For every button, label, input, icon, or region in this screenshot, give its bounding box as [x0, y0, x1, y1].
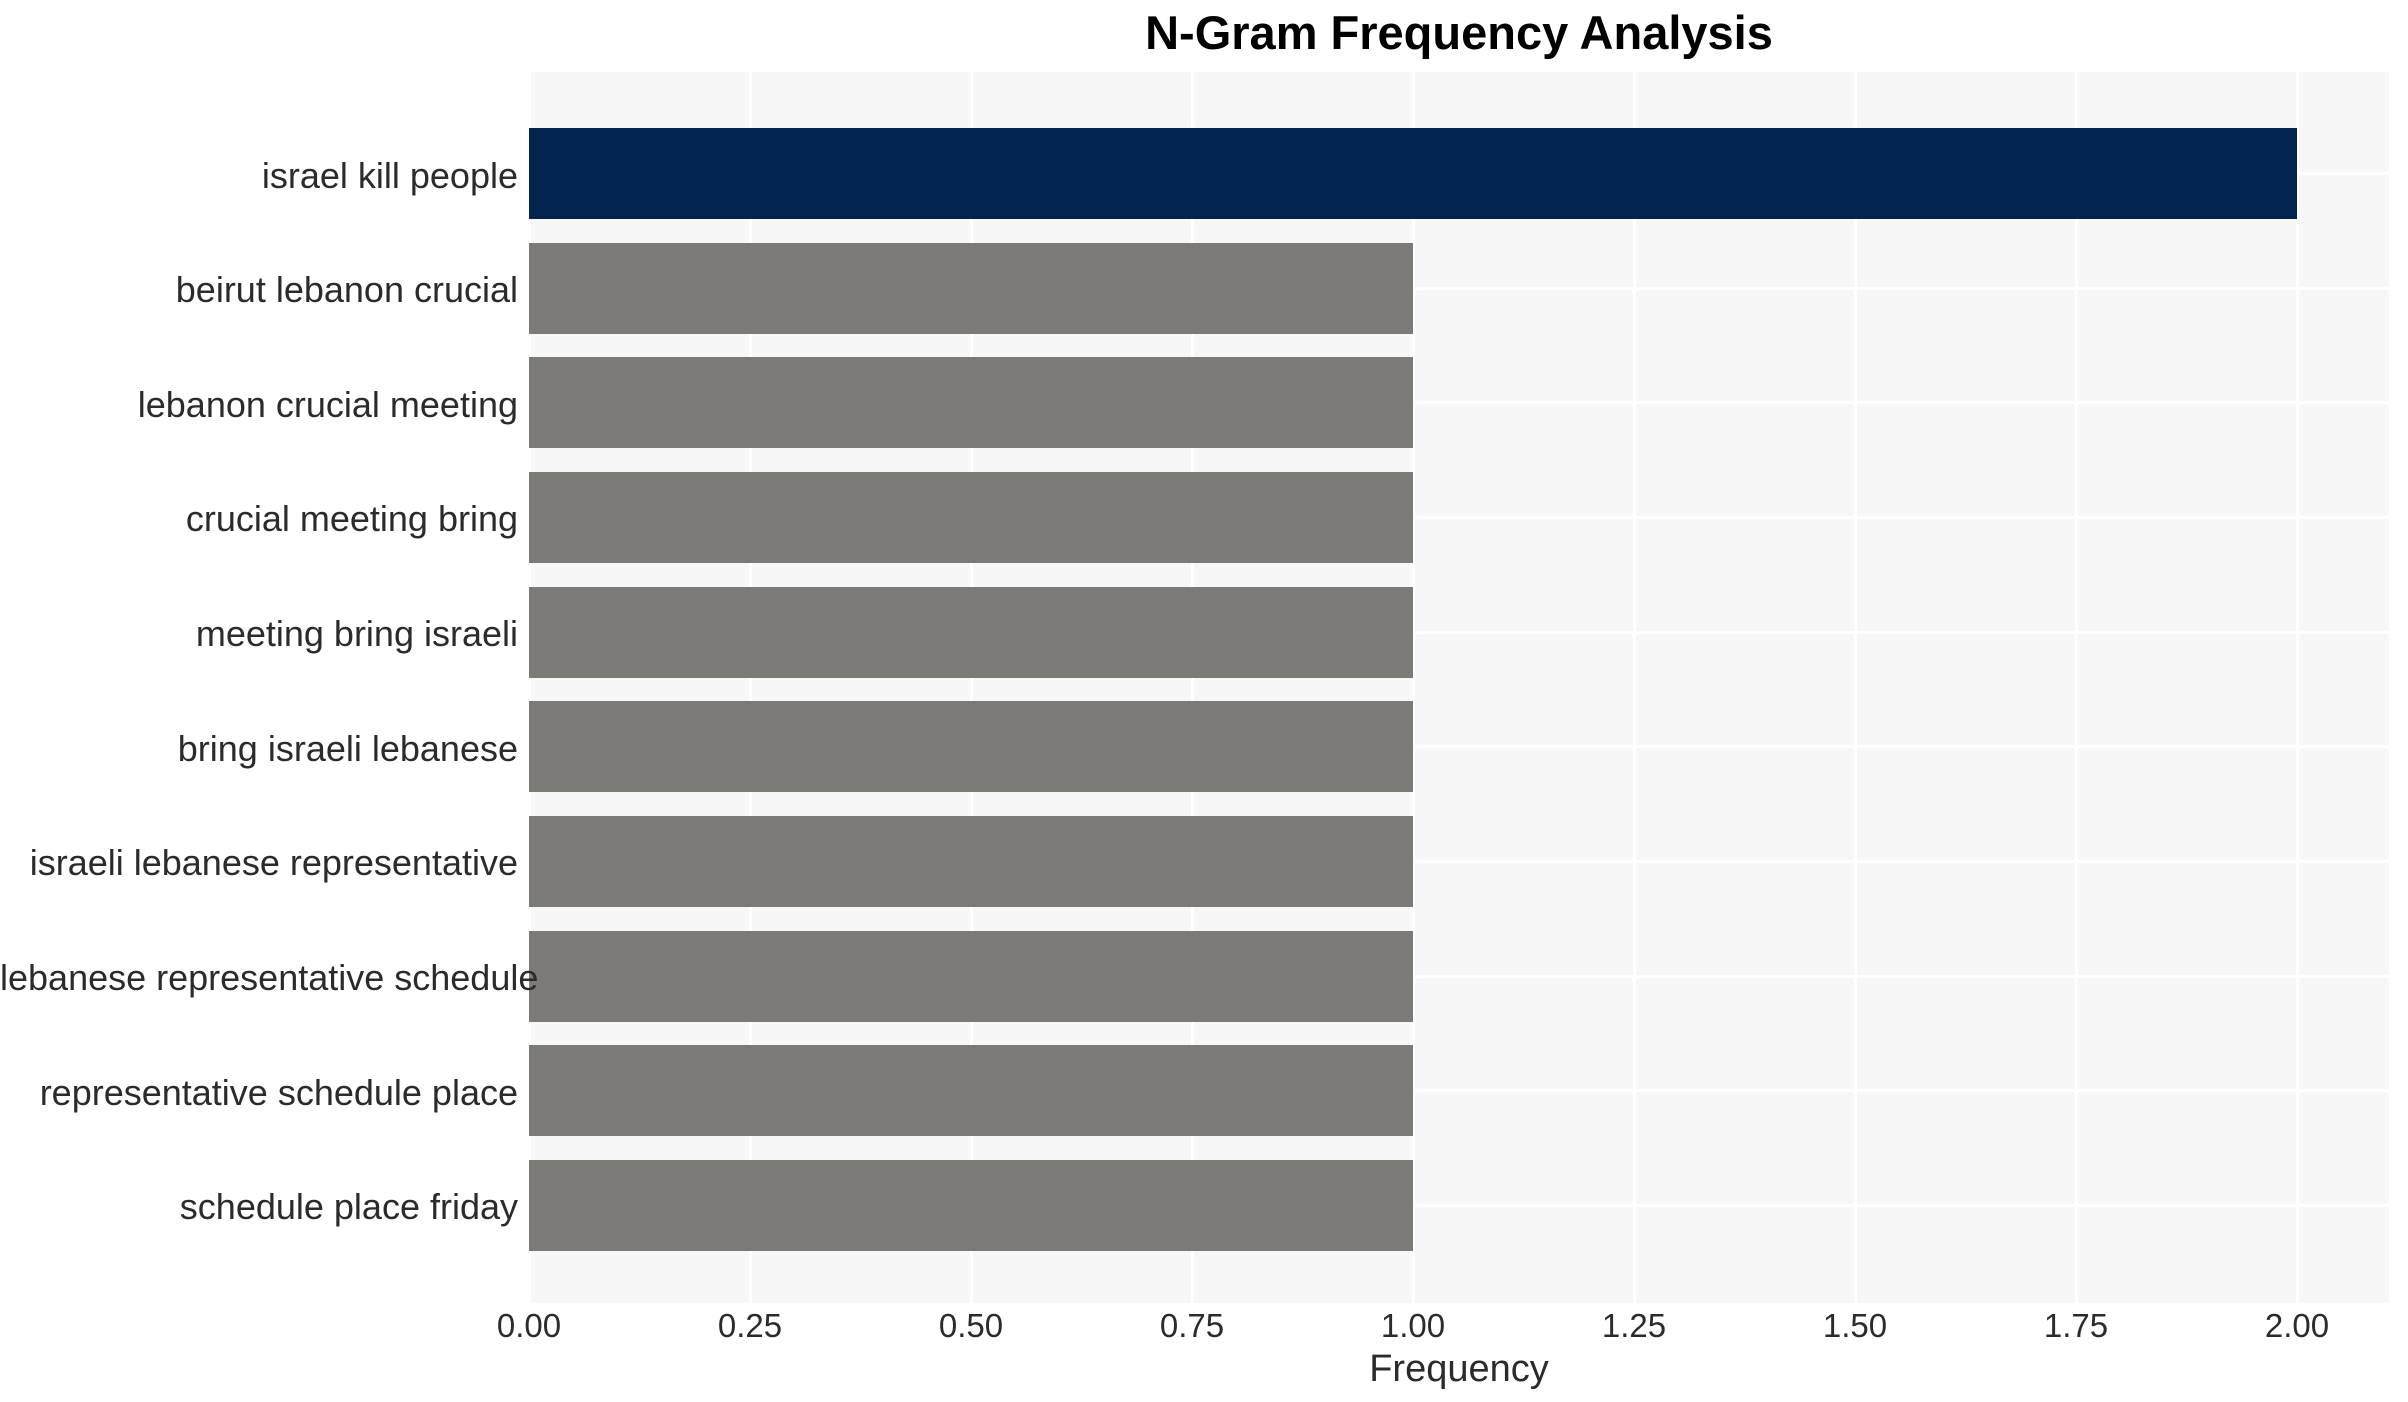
grid-line-vertical — [1632, 72, 1636, 1303]
plot-area — [527, 72, 2389, 1303]
x-tick-label: 0.00 — [496, 1307, 562, 1344]
bar-israeli-lebanese-representative — [529, 815, 1413, 907]
grid-line-horizontal — [529, 630, 2389, 634]
x-tick-label: 1.75 — [2043, 1307, 2109, 1344]
bar-beirut-lebanon-crucial — [529, 242, 1413, 334]
category-label: meeting bring israeli — [195, 613, 518, 655]
category-label: representative schedule place — [39, 1071, 518, 1113]
grid-line-vertical — [748, 72, 752, 1303]
grid-line-horizontal — [529, 974, 2389, 978]
grid-line-horizontal — [529, 1089, 2389, 1093]
category-label: lebanese representative schedule — [0, 957, 539, 999]
category-label: schedule place friday — [179, 1186, 518, 1228]
x-tick-label: 1.25 — [1601, 1307, 1667, 1344]
category-label: israel kill people — [261, 154, 518, 196]
bar-israel-kill-people — [529, 128, 2297, 219]
grid-line-horizontal — [529, 401, 2389, 405]
bar-bring-israeli-lebanese — [529, 701, 1413, 793]
x-tick-label: 2.00 — [2264, 1307, 2330, 1344]
bar-schedule-place-friday — [529, 1159, 1413, 1251]
category-label: israeli lebanese representative — [29, 842, 518, 884]
category-label: bring israeli lebanese — [177, 727, 518, 769]
bar-lebanese-representative-schedule — [529, 930, 1413, 1022]
x-tick-label: 0.50 — [938, 1307, 1004, 1344]
grid-line-vertical — [1853, 72, 1857, 1303]
x-tick-label: 1.00 — [1380, 1307, 1446, 1344]
grid-line-vertical — [1411, 72, 1415, 1303]
grid-line-vertical — [969, 72, 973, 1303]
bar-crucial-meeting-bring — [529, 471, 1413, 563]
grid-line-vertical — [2074, 72, 2078, 1303]
x-tick-label: 1.50 — [1822, 1307, 1888, 1344]
bar-meeting-bring-israeli — [529, 586, 1413, 678]
x-axis-label: Frequency — [1369, 1348, 1549, 1390]
grid-line-horizontal — [529, 1203, 2389, 1207]
category-label: beirut lebanon crucial — [175, 269, 518, 311]
grid-line-horizontal — [529, 745, 2389, 749]
grid-line-horizontal — [529, 859, 2389, 863]
bar-lebanon-crucial-meeting — [529, 357, 1413, 449]
category-label: lebanon crucial meeting — [137, 383, 518, 425]
x-tick-label: 0.25 — [717, 1307, 783, 1344]
grid-line-vertical — [1190, 72, 1194, 1303]
grid-line-horizontal — [529, 515, 2389, 519]
grid-line-horizontal — [529, 286, 2389, 290]
bar-representative-schedule-place — [529, 1045, 1413, 1137]
grid-line-vertical — [2295, 72, 2299, 1303]
chart-title: N-Gram Frequency Analysis — [1145, 6, 1773, 59]
grid-line-vertical — [527, 72, 531, 1303]
x-tick-label: 0.75 — [1159, 1307, 1225, 1344]
category-label: crucial meeting bring — [185, 498, 518, 540]
